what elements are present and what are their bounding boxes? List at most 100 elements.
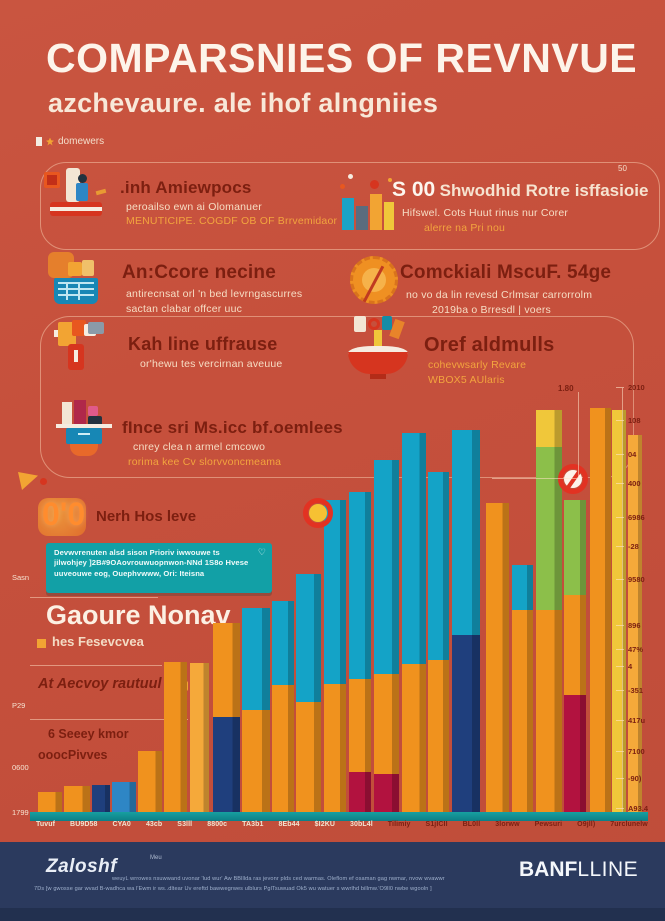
row-line: WBOX5 AUlaris xyxy=(428,374,505,386)
footer-edge xyxy=(0,908,665,921)
x-axis-label: S1jICII xyxy=(425,821,448,828)
chart-bar-segment xyxy=(213,623,240,717)
row-line: peroailso ewn ai Olomanuer xyxy=(126,201,262,213)
chart-bar-segment xyxy=(213,717,240,812)
chart-bar-segment xyxy=(628,435,642,812)
bowl-utensils-icon xyxy=(348,316,414,388)
chart-bar-segment xyxy=(324,500,346,684)
divider xyxy=(30,597,158,598)
chart-bar-segment xyxy=(242,608,270,710)
pencil-icon xyxy=(36,137,42,146)
row-line: no vo da lin revesd Crlmsar carrorrolm xyxy=(406,289,593,301)
row-line: cohevwsarly Revare xyxy=(428,359,527,371)
row-line: antirecnsat orl 'n bed levrngascurres xyxy=(126,288,303,300)
stat-label: Nerh Hos leve xyxy=(96,508,197,525)
chart-bar-segment xyxy=(374,774,399,812)
row-title: Kah line uffrause xyxy=(128,334,278,354)
x-axis-label: Tilimiy xyxy=(387,821,411,828)
x-axis-label: BU9D58 xyxy=(70,821,98,828)
callout-line: jilwohjey ]2B#9OAovrouwuopnwon-NNd 1S8o … xyxy=(54,558,249,568)
stat-value: 0'0 xyxy=(42,496,86,532)
x-axis-label: 30bL4l xyxy=(350,821,373,828)
y-axis-label-right: 47% xyxy=(628,645,644,654)
row-line: 2019ba o Brresdl | voers xyxy=(432,304,552,316)
shopping-cart-icon xyxy=(46,252,106,312)
chart-bar-segment xyxy=(349,679,371,772)
footer-fineprint: weuyL wrrowes nsuwwand uvonar 'lud wur' … xyxy=(112,876,445,882)
chart-bar-segment xyxy=(512,565,533,610)
chart-bar-segment xyxy=(272,685,294,812)
x-axis-label: TA3b1 xyxy=(242,821,264,828)
footer-brand: BANFLLINE xyxy=(519,858,638,882)
y-axis-label-left: 1799 xyxy=(12,808,29,817)
section-outline-top xyxy=(40,162,660,250)
chart-bar-segment xyxy=(564,595,586,695)
heart-icon: ♡ xyxy=(257,547,266,557)
chart-bar-segment xyxy=(112,782,136,812)
storefront-icon xyxy=(44,168,107,230)
y-axis-label-left: Sasn xyxy=(12,573,30,582)
gear-coin-icon xyxy=(348,254,402,310)
chart-bar-segment xyxy=(374,674,399,774)
chart-bar-segment xyxy=(564,695,586,812)
callout-line: uuveouwe eog, Ouephvwww, Ori: Iteisna xyxy=(54,568,205,578)
row-title: S 00 Shwodhid Rotre isffasioie xyxy=(392,178,648,202)
row-line: sactan clabar offcer uuc xyxy=(126,303,243,315)
chart-bar-segment xyxy=(564,500,586,595)
bullet-icon xyxy=(37,639,46,648)
y-axis-label-right: 7100 xyxy=(628,747,645,756)
divider xyxy=(30,665,162,666)
corner-note: 50 xyxy=(618,164,627,173)
x-axis-label: 3lorww xyxy=(495,821,520,828)
y-axis-label-right: -28 xyxy=(628,542,639,551)
shelf-products-icon xyxy=(56,400,120,464)
chart-bar-segment xyxy=(486,503,509,812)
chart-bar-segment xyxy=(374,460,399,674)
chart-bar-segment xyxy=(190,663,209,812)
y-axis-label-right: 9580 xyxy=(628,575,645,584)
x-axis-label: CYA0 xyxy=(112,821,131,828)
chart-bar-segment xyxy=(272,601,294,685)
x-axis-label: 8Eb44 xyxy=(278,821,300,828)
chart-bar-segment xyxy=(512,610,533,812)
footer-logo: Zaloshf xyxy=(46,856,118,877)
x-axis-labels: Tuvuf BU9D58 CYA0 43cb S3lll 8800c TA3b1 8Eb44 $… xyxy=(36,821,648,828)
mini-bar-chart-icon xyxy=(340,172,398,234)
footer-brand-bold: BANF xyxy=(519,858,578,881)
panel-subtitle: hes Fesevcvea xyxy=(52,634,144,649)
chart-bar-segment xyxy=(296,574,321,702)
x-axis-label: 7urclunelw xyxy=(610,821,648,828)
flag-arrow-icon xyxy=(18,472,52,494)
row-line: MENUTICIPE. COGDF OB OF Brrvemidaor xyxy=(126,215,338,227)
y-axis-label-right: 896 xyxy=(628,621,641,630)
x-axis-label: 43cb xyxy=(145,821,163,828)
connector-hline xyxy=(492,478,578,479)
x-axis-label: 8800c xyxy=(207,821,228,828)
phone-docs-icon xyxy=(54,320,114,378)
row-line: rorima kee Cv slorvvoncmeama xyxy=(128,456,282,468)
chart-bar-segment xyxy=(536,610,562,812)
row-title: fInce sri Ms.icc bf.oemlees xyxy=(122,418,343,437)
chart-bar-segment xyxy=(242,710,270,812)
x-axis-label: $I2KU xyxy=(314,821,336,828)
y-axis-label-right: 4 xyxy=(628,662,633,671)
right-y-axis xyxy=(622,388,623,812)
row-line: cnrey clea n armel cmcowo xyxy=(133,441,266,453)
chart-bar-segment xyxy=(38,792,62,812)
connector-vline xyxy=(578,392,579,478)
footer-logo-sup: Meu xyxy=(150,855,162,861)
page-subtitle: azchevaure. ale ihof alngniies xyxy=(48,88,439,118)
row-title: Comckiali MscuF. 54ge xyxy=(400,262,612,283)
chart-bar-segment xyxy=(92,785,110,812)
footer xyxy=(0,842,665,921)
x-axis-label: O9jll) xyxy=(577,821,596,828)
x-axis-label: BL0ll xyxy=(462,821,481,828)
tagline: domewers xyxy=(36,136,104,147)
mini-square-icon xyxy=(178,681,188,691)
footer-fineprint: 7Ds [w gwosse gar wvad B-wadhca wa l'Ewm… xyxy=(34,886,432,892)
chart-bar-segment xyxy=(452,635,480,812)
y-axis-label-left: P29 xyxy=(12,701,26,710)
x-axis-label: Tuvuf xyxy=(36,821,56,828)
chart-bar-segment xyxy=(349,492,371,679)
